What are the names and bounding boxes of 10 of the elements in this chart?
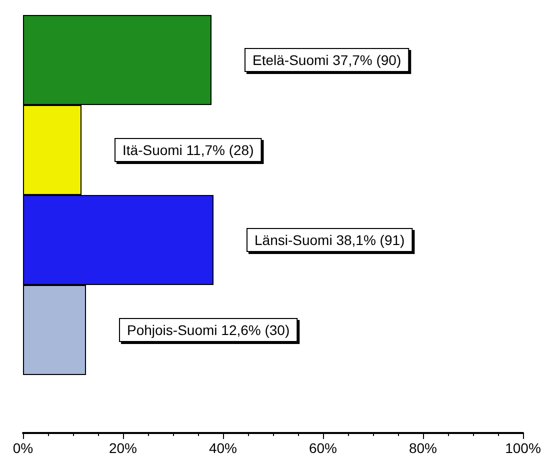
data-label: Etelä-Suomi 37,7% (90) [252, 52, 402, 68]
x-tick-label: 0% [12, 440, 34, 456]
data-label: Pohjois-Suomi 12,6% (30) [127, 322, 290, 338]
data-label: Itä-Suomi 11,7% (28) [122, 142, 254, 158]
x-tick-label: 20% [108, 440, 138, 456]
data-label: Länsi-Suomi 38,1% (91) [254, 232, 405, 248]
x-tick-label: 40% [208, 440, 238, 456]
x-tick-label: 80% [408, 440, 438, 456]
x-tick-label: 60% [308, 440, 338, 456]
x-tick-label: 100% [505, 440, 541, 456]
